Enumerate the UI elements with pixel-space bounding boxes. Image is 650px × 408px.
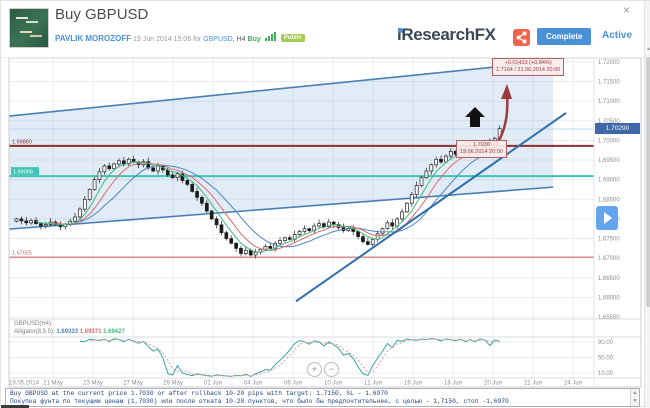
svg-text:1.69500: 1.69500 (598, 158, 620, 164)
play-icon (604, 212, 612, 224)
svg-text:18 Jun: 18 Jun (444, 381, 462, 387)
svg-text:12 Jun: 12 Jun (364, 381, 382, 387)
target-annotation[interactable]: +0.01433 (+0.84%) 1.7164 / 21.06.2014 20… (492, 58, 565, 76)
page-title: Buy GBPUSD (55, 6, 149, 23)
svg-text:22 Jun: 22 Jun (524, 381, 542, 387)
entry-annotation[interactable]: 1.7030 19.06.2014 20:00 (456, 140, 507, 158)
avatar[interactable] (9, 8, 49, 48)
svg-text:1.65500: 1.65500 (598, 315, 620, 321)
target-price-time: 1.7164 / 21.06.2014 20:00 (496, 67, 561, 73)
svg-text:1.67500: 1.67500 (598, 237, 620, 243)
svg-text:04 Jun: 04 Jun (244, 381, 262, 387)
svg-text:06 Jun: 06 Jun (284, 381, 302, 387)
public-badge: Public (280, 34, 305, 42)
share-button[interactable] (513, 29, 530, 46)
target-delta: +0.01433 (+0.84%) (504, 60, 552, 66)
signal-bars-icon (264, 32, 277, 43)
entry-time: 19.06.2014 20:00 (460, 149, 503, 155)
close-icon[interactable]: × (623, 3, 631, 17)
svg-text:1.69000: 1.69000 (598, 178, 620, 184)
svg-text:29 May: 29 May (163, 381, 183, 387)
svg-text:50.00: 50.00 (598, 356, 614, 362)
author-link[interactable]: PAVLIK MOROZOFF (55, 34, 132, 43)
svg-text:23 May: 23 May (83, 381, 103, 387)
complete-button[interactable]: Complete (537, 28, 592, 45)
zoom-out-button[interactable]: − (324, 362, 339, 377)
svg-text:1.70500: 1.70500 (598, 119, 620, 125)
alligator-teeth-value: 1.69371 (79, 329, 102, 335)
symbol-link[interactable]: GBPUSD (203, 36, 233, 43)
svg-text:20 Jun: 20 Jun (484, 381, 502, 387)
price-axis-labels: 1.72000 1.71500 1.71000 1.70500 1.70000 1.695… (598, 60, 620, 377)
svg-text:16 Jun: 16 Jun (404, 381, 422, 387)
for-label: for (193, 36, 202, 43)
svg-text:02 Jun: 02 Jun (204, 381, 222, 387)
up-arrow-marker (465, 107, 485, 127)
logo-dot-icon (398, 28, 403, 33)
zoom-in-button[interactable]: + (307, 362, 322, 377)
signal-meta: PAVLIK MOROZOFF 19 Jun 2014 15:06 for GB… (55, 32, 305, 43)
timeframe-label: H4 (236, 36, 246, 43)
current-price-tag: 1.70290 (595, 123, 640, 134)
svg-text:1.71500: 1.71500 (598, 80, 620, 86)
scroll-up-icon[interactable]: ▲ (632, 390, 638, 396)
svg-text:24 Jun: 24 Jun (564, 381, 582, 387)
svg-text:1.68500: 1.68500 (598, 197, 620, 203)
svg-text:1.70000: 1.70000 (598, 138, 620, 144)
signal-note-box[interactable]: Buy GBPUSD at the current price 1.7030 o… (5, 388, 640, 407)
svg-text:90.00: 90.00 (598, 340, 614, 346)
svg-text:10 Jun: 10 Jun (324, 381, 342, 387)
svg-text:1.69098: 1.69098 (13, 170, 33, 176)
svg-text:19.05.2014: 19.05.2014 (9, 381, 40, 387)
active-status[interactable]: Active (602, 30, 633, 41)
timestamp: 19 Jun 2014 15:06 (133, 36, 192, 43)
legend-alligator-label: Alligator(8,5,5): (14, 329, 55, 335)
svg-text:1.71000: 1.71000 (598, 99, 620, 105)
page-scrollbar[interactable]: ▲ (644, 1, 650, 408)
alligator-lips-value: 1.69427 (103, 329, 125, 335)
svg-text:10.00: 10.00 (598, 371, 614, 377)
direction-label: Buy (247, 36, 261, 43)
note-line-en: Buy GBPUSD at the current price 1.7030 o… (10, 390, 388, 397)
entry-price: 1.7030 (473, 142, 490, 148)
note-scrollbar[interactable]: ▲ ▼ (630, 389, 639, 406)
time-axis-labels: 19.05.2014 21 May 23 May 27 May 29 May 02 Jun… (9, 381, 582, 387)
scrollbar-up-icon[interactable]: ▲ (646, 46, 650, 52)
play-button[interactable] (596, 206, 618, 230)
stochastic-lines (79, 337, 500, 377)
svg-text:1.67000: 1.67000 (598, 256, 620, 262)
chart-frame (8, 57, 642, 388)
note-line-ru: Покупка фунта по текущим ценам (1,7030) … (10, 398, 509, 405)
chart-legend: GBPUSD(H4): Alligator(8,5,5): 1.69333 1.… (14, 320, 125, 336)
svg-text:1.72000: 1.72000 (598, 60, 620, 66)
alligator-jaw-value: 1.69333 (56, 329, 79, 335)
legend-symbol: GBPUSD(H4): (14, 321, 53, 327)
svg-text:1.67025: 1.67025 (12, 251, 32, 257)
svg-text:1.66000: 1.66000 (598, 295, 620, 301)
support-trendline (295, 112, 567, 303)
scroll-down-icon[interactable]: ▼ (632, 398, 638, 404)
share-icon (516, 31, 527, 44)
scrollbar-thumb[interactable] (646, 57, 650, 307)
brand-logo: iResearchFX (397, 25, 496, 44)
svg-text:21 May: 21 May (43, 381, 63, 387)
svg-text:1.69860: 1.69860 (12, 139, 32, 145)
svg-text:27 May: 27 May (123, 381, 143, 387)
header: Buy GBPUSD PAVLIK MOROZOFF 19 Jun 2014 1… (1, 1, 650, 58)
svg-text:1.66500: 1.66500 (598, 276, 620, 282)
